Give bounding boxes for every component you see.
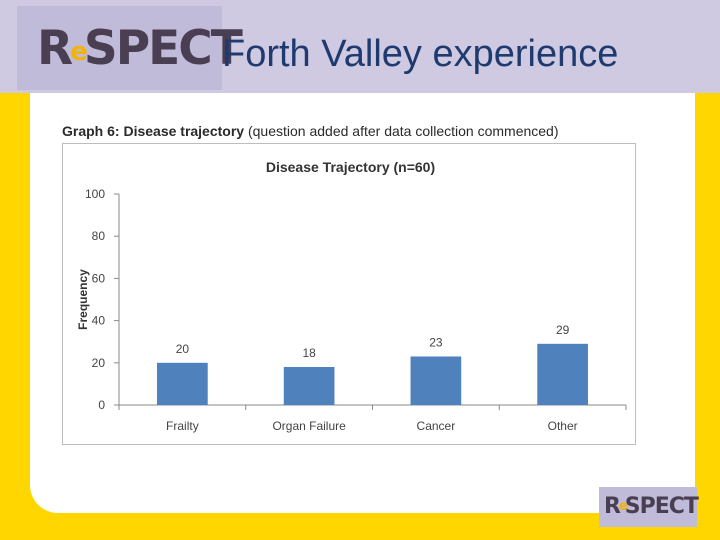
data-label: 18	[302, 346, 316, 360]
y-tick-label: 80	[92, 229, 106, 243]
y-tick-label: 60	[92, 271, 106, 285]
bar-organ-failure	[283, 367, 335, 405]
graph-caption-rest: (question added after data collection co…	[244, 123, 559, 139]
chart-frame: Disease Trajectory (n=60) Frequency 0 20 40 6…	[62, 143, 636, 445]
bar-other	[537, 343, 588, 405]
respect-logo-text: ReSPECT	[37, 21, 243, 76]
respect-logo: ReSPECT	[17, 6, 243, 90]
data-label: 20	[176, 342, 190, 356]
bar-chart: Disease Trajectory (n=60) Frequency 0 20 40 6…	[76, 159, 627, 433]
y-axis-label: Frequency	[76, 269, 90, 330]
chart-title: Disease Trajectory (n=60)	[266, 159, 435, 175]
x-tick-label: Organ Failure	[272, 419, 346, 433]
graph-caption: Graph 6: Disease trajectory (question ad…	[62, 123, 559, 139]
data-label: 23	[429, 335, 443, 349]
y-tick-label: 20	[92, 356, 106, 370]
x-tick-label: Cancer	[417, 419, 456, 433]
y-tick-label: 100	[85, 187, 105, 201]
graph-caption-bold: Graph 6: Disease trajectory	[62, 123, 245, 139]
heart-e-icon: e	[70, 36, 88, 67]
footer-respect-logo: ReSPECT	[599, 487, 699, 527]
bar-frailty	[157, 362, 208, 405]
data-label: 29	[556, 323, 570, 337]
footer-logo-text: ReSPECT	[604, 494, 699, 519]
header-band: ReSPECT Forth Valley experience	[0, 0, 720, 93]
heart-e-icon-small: e	[618, 499, 628, 514]
x-tick-label: Frailty	[166, 419, 199, 433]
x-tick-label: Other	[548, 419, 578, 433]
bar-cancer	[410, 356, 462, 405]
y-tick-label: 40	[92, 314, 106, 328]
slide-title: Forth Valley experience	[222, 33, 619, 75]
y-tick-label: 0	[98, 398, 105, 412]
